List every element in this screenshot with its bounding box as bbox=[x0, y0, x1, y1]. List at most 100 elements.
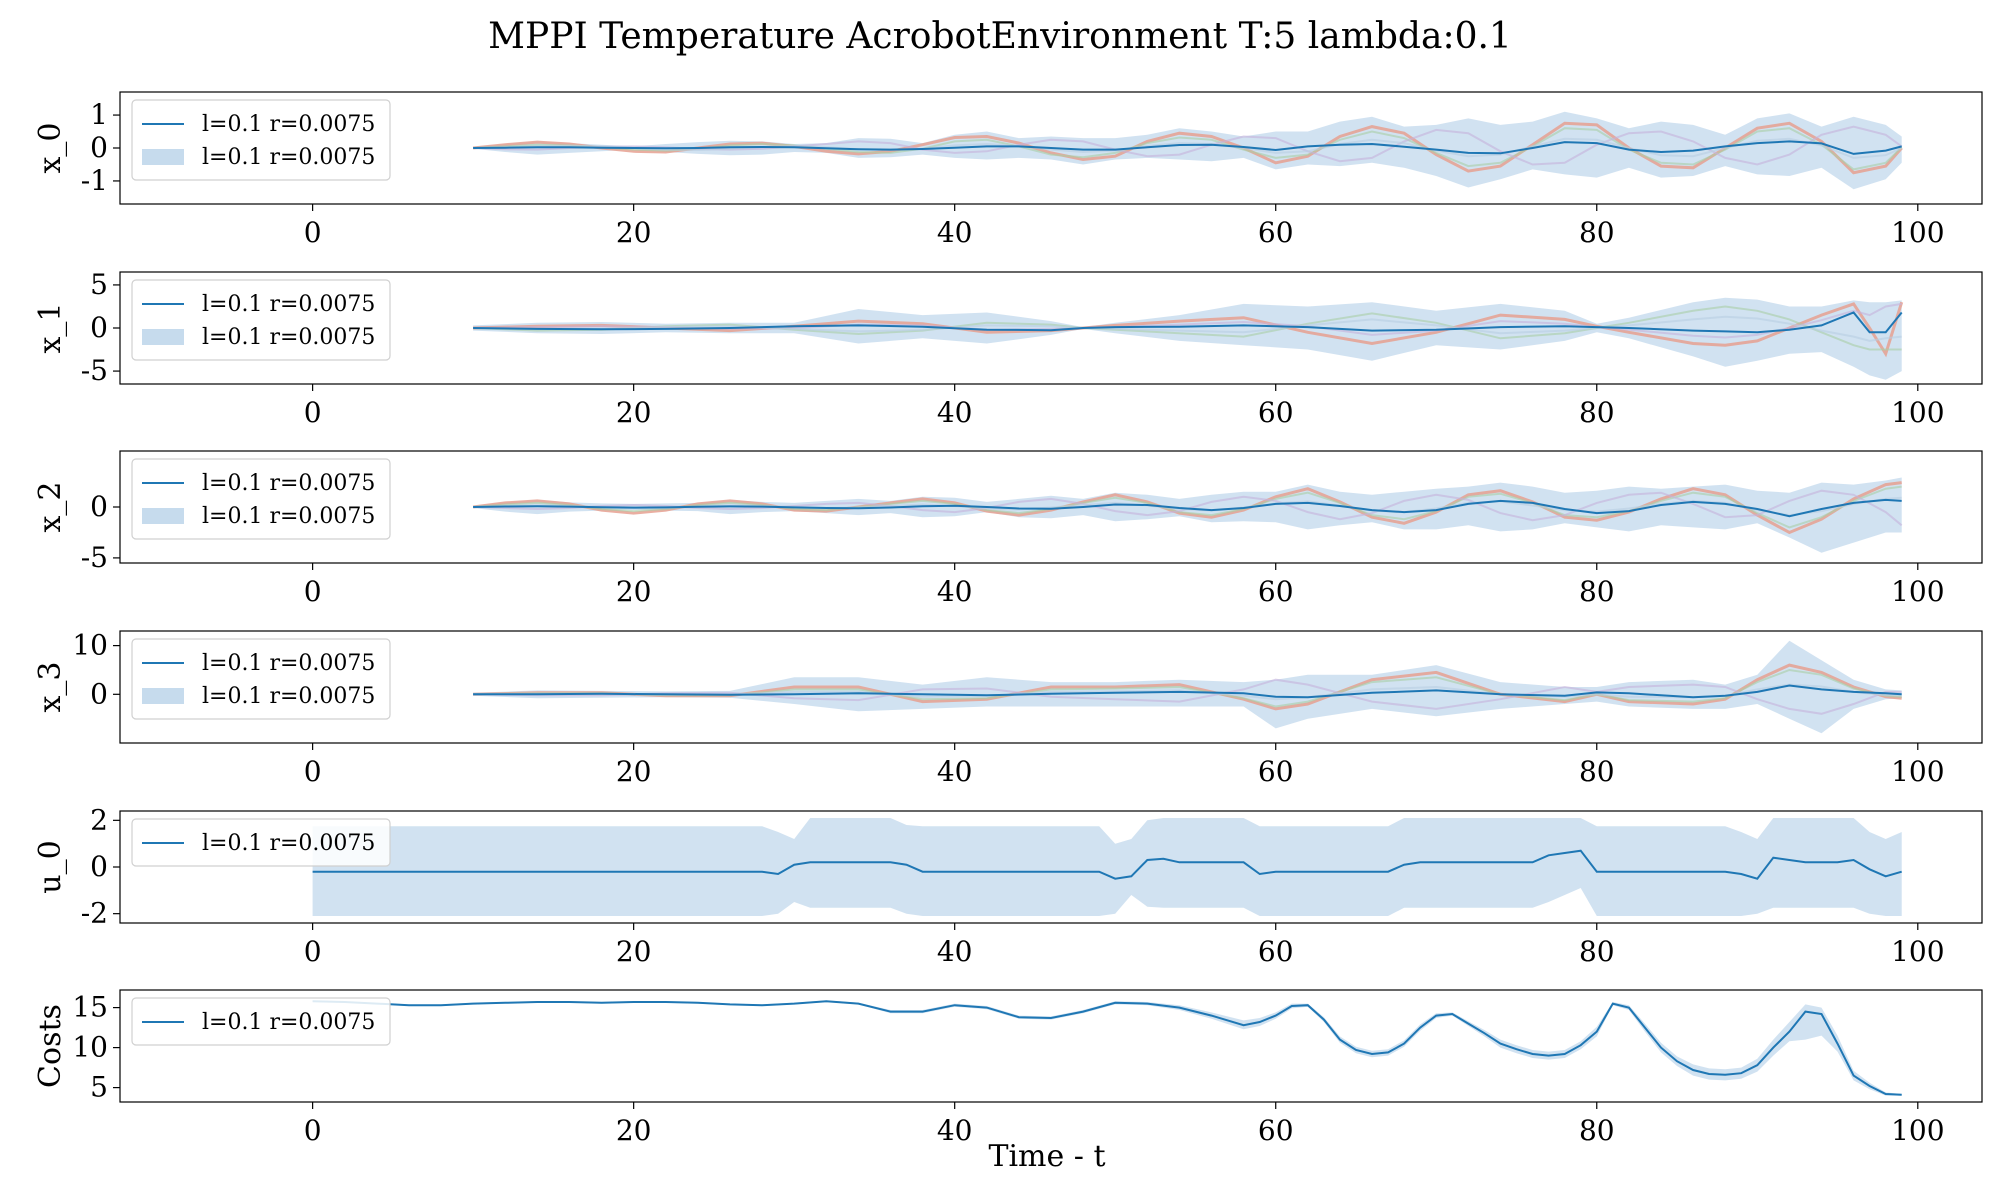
x-tick-label: 80 bbox=[1579, 755, 1615, 788]
x-tick-label: 0 bbox=[304, 396, 322, 429]
mean-series-line bbox=[473, 311, 1903, 334]
x-tick-label: 60 bbox=[1258, 1114, 1294, 1147]
sample-trajectory-line bbox=[473, 137, 1903, 159]
legend-entry-label: l=0.1 r=0.0075 bbox=[202, 325, 375, 350]
sample-trajectory-line bbox=[472, 481, 1902, 535]
legend-band-swatch bbox=[142, 149, 184, 165]
legend-box bbox=[131, 638, 391, 720]
legend-band-swatch bbox=[142, 508, 184, 524]
x-tick-label: 40 bbox=[937, 755, 973, 788]
x-tick-label: 0 bbox=[304, 935, 322, 968]
legend: l=0.1 r=0.0075 bbox=[131, 818, 391, 867]
x-tick-label: 20 bbox=[616, 1114, 652, 1147]
x-tick-label: 80 bbox=[1579, 396, 1615, 429]
y-tick-label: 0 bbox=[90, 850, 108, 883]
mean-series-line bbox=[312, 849, 1902, 880]
confidence-band bbox=[473, 111, 1902, 190]
x-tick-label: 40 bbox=[937, 396, 973, 429]
y-tick-label: 0 bbox=[90, 311, 108, 344]
y-tick-label: 5 bbox=[90, 268, 108, 301]
legend-entry-label: l=0.1 r=0.0075 bbox=[202, 471, 375, 496]
legend-box bbox=[131, 279, 391, 361]
y-axis-label: Costs bbox=[33, 1004, 68, 1088]
confidence-band bbox=[312, 1000, 1902, 1096]
x-tick-label: 20 bbox=[616, 575, 652, 608]
x-tick-label: 40 bbox=[937, 216, 973, 249]
y-tick-label: 10 bbox=[72, 629, 108, 662]
x-tick-label: 100 bbox=[1891, 575, 1944, 608]
y-tick-label: 2 bbox=[90, 803, 108, 836]
legend-entry-label: l=0.1 r=0.0075 bbox=[202, 651, 375, 676]
x-tick-label: 80 bbox=[1579, 1114, 1615, 1147]
legend-box bbox=[131, 99, 391, 181]
legend-box bbox=[131, 818, 391, 867]
sample-trajectory-line bbox=[473, 678, 1902, 715]
x-tick-label: 60 bbox=[1258, 935, 1294, 968]
x-tick-label: 40 bbox=[937, 935, 973, 968]
plot-area bbox=[312, 818, 1902, 916]
y-tick-label: -1 bbox=[81, 164, 108, 197]
mean-series-line bbox=[473, 684, 1902, 699]
y-tick-label: -2 bbox=[81, 897, 108, 930]
y-axis-label: x_3 bbox=[33, 661, 68, 712]
sample-trajectory-line bbox=[473, 485, 1902, 529]
legend-entry-label: l=0.1 r=0.0075 bbox=[202, 684, 375, 709]
x-tick-label: 0 bbox=[304, 755, 322, 788]
sample-trajectory-line bbox=[472, 121, 1903, 175]
plot-area bbox=[473, 297, 1904, 380]
legend-box bbox=[131, 458, 391, 540]
y-tick-label: 5 bbox=[90, 1071, 108, 1104]
plot-area bbox=[312, 1000, 1902, 1096]
legend: l=0.1 r=0.0075 bbox=[131, 997, 391, 1046]
legend: l=0.1 r=0.0075 l=0.1 r=0.0075 bbox=[131, 638, 391, 720]
legend-band-swatch bbox=[142, 329, 184, 345]
x-tick-label: 80 bbox=[1579, 575, 1615, 608]
x-tick-label: 100 bbox=[1891, 1114, 1944, 1147]
axes-frame bbox=[119, 630, 1983, 744]
y-axis-label: x_2 bbox=[33, 481, 68, 532]
x-tick-label: 0 bbox=[304, 1114, 322, 1147]
legend-entry-label: l=0.1 r=0.0075 bbox=[202, 831, 375, 856]
x-tick-label: 60 bbox=[1258, 755, 1294, 788]
mean-series-line bbox=[473, 140, 1902, 155]
x-axis-label: Time - t bbox=[988, 1139, 1105, 1174]
y-tick-label: 1 bbox=[90, 98, 108, 131]
legend-band-swatch bbox=[142, 688, 184, 704]
x-tick-label: 100 bbox=[1891, 935, 1944, 968]
sample-trajectory-line bbox=[473, 489, 1903, 527]
x-tick-label: 20 bbox=[616, 396, 652, 429]
plot-area bbox=[473, 640, 1902, 734]
x-tick-label: 60 bbox=[1258, 216, 1294, 249]
x-tick-label: 40 bbox=[937, 575, 973, 608]
axes-frame bbox=[119, 989, 1983, 1103]
x-tick-label: 20 bbox=[616, 755, 652, 788]
legend-entry-label: l=0.1 r=0.0075 bbox=[202, 112, 375, 137]
legend-entry-label: l=0.1 r=0.0075 bbox=[202, 1010, 375, 1035]
legend-box bbox=[131, 997, 391, 1046]
x-tick-label: 100 bbox=[1891, 755, 1944, 788]
plot-area bbox=[472, 477, 1903, 553]
legend-entry-label: l=0.1 r=0.0075 bbox=[202, 292, 375, 317]
sample-trajectory-line bbox=[473, 663, 1902, 711]
x-tick-label: 0 bbox=[304, 216, 322, 249]
y-tick-label: 0 bbox=[90, 677, 108, 710]
y-tick-label: -5 bbox=[81, 354, 108, 387]
x-tick-label: 80 bbox=[1579, 935, 1615, 968]
figure-title: MPPI Temperature AcrobotEnvironment T:5 … bbox=[488, 16, 1512, 57]
sample-trajectory-line bbox=[473, 315, 1902, 342]
legend: l=0.1 r=0.0075 l=0.1 r=0.0075 bbox=[131, 99, 391, 181]
y-tick-label: -5 bbox=[81, 541, 108, 574]
mean-series-line bbox=[312, 1000, 1902, 1096]
x-tick-label: 60 bbox=[1258, 575, 1294, 608]
confidence-band bbox=[473, 297, 1902, 380]
legend: l=0.1 r=0.0075 l=0.1 r=0.0075 bbox=[131, 458, 391, 540]
subplot-u-0: 0 20 40 60 80 100 -2 0 2 u_0 l=0.1 r=0.0075 bbox=[33, 803, 1983, 968]
x-tick-label: 80 bbox=[1579, 216, 1615, 249]
